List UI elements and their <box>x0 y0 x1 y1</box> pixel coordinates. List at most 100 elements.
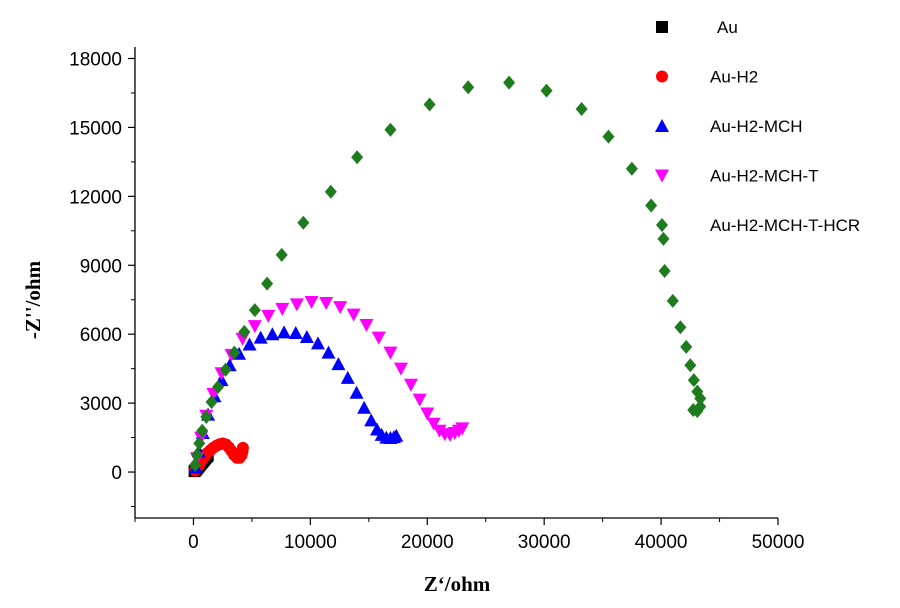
data-point <box>205 394 218 409</box>
data-point <box>393 362 408 376</box>
legend-item: Au-H2-MCH-T <box>655 167 819 186</box>
legend-item: Au <box>656 18 738 37</box>
data-point <box>658 264 671 279</box>
data-point <box>247 320 262 334</box>
legend-marker <box>655 169 669 183</box>
data-point <box>346 308 361 322</box>
series-au-h2-mch-t-hcr <box>189 75 707 473</box>
legend-marker <box>655 119 669 132</box>
y-tick-label: 9000 <box>80 256 122 277</box>
legend-label: Au-H2 <box>710 68 758 87</box>
y-tick-label: 6000 <box>80 325 122 346</box>
data-point <box>261 309 276 323</box>
legend-marker <box>656 218 668 232</box>
data-point <box>189 458 202 473</box>
data-point <box>212 380 225 395</box>
data-point <box>389 428 404 442</box>
data-point <box>319 296 334 310</box>
data-point <box>412 393 427 407</box>
legend-label: Au-H2-MCH-T <box>710 167 819 186</box>
data-point <box>236 441 249 454</box>
data-point <box>694 391 707 406</box>
x-tick-label: 20000 <box>401 532 454 553</box>
legend: Au Au-H2 Au-H2-MCH Au-H2-MCH-T Au-H2-MCH-T-H… <box>655 18 860 235</box>
legend-label: Au-H2-MCH-T-HCR <box>710 216 860 235</box>
data-point <box>349 385 364 399</box>
data-point <box>321 345 336 359</box>
data-point <box>680 339 693 354</box>
legend-item: Au-H2 <box>656 68 758 87</box>
data-point <box>265 327 280 341</box>
data-point <box>238 324 251 339</box>
x-tick-label: 50000 <box>752 532 805 553</box>
y-axis-title: -Z''/ohm <box>21 260 45 339</box>
series-au-h2-mch-t <box>189 296 470 466</box>
y-tick-label: 0 <box>111 463 122 484</box>
data-point <box>277 325 292 339</box>
data-point <box>364 413 379 427</box>
data-point <box>242 337 257 351</box>
data-point <box>340 370 355 384</box>
data-point <box>384 122 397 137</box>
data-point <box>403 378 418 392</box>
data-point <box>645 198 658 213</box>
data-point <box>288 326 303 340</box>
legend-marker <box>656 70 668 83</box>
data-point <box>219 362 232 377</box>
data-point <box>575 102 588 117</box>
data-point <box>200 409 213 424</box>
data-point <box>666 293 679 308</box>
data-point <box>196 423 209 438</box>
data-point <box>423 97 436 112</box>
data-point <box>248 303 261 318</box>
data-point <box>228 345 241 360</box>
data-point <box>684 358 697 373</box>
data-point <box>420 407 435 421</box>
data-point <box>625 161 638 176</box>
data-point <box>540 83 553 98</box>
series-au-h2-mch <box>188 325 404 474</box>
data-point <box>304 296 319 310</box>
legend-marker <box>656 21 668 33</box>
data-point <box>253 330 268 344</box>
data-point <box>687 373 700 388</box>
data-point <box>299 329 314 343</box>
data-points <box>188 75 707 478</box>
y-tick-label: 12000 <box>69 187 122 208</box>
data-point <box>275 302 290 316</box>
data-point <box>357 400 372 414</box>
data-point <box>190 447 203 462</box>
data-point <box>297 215 310 230</box>
y-tick-label: 15000 <box>69 118 122 139</box>
data-point <box>687 403 700 418</box>
data-point <box>371 331 386 345</box>
x-tick-label: 10000 <box>284 532 337 553</box>
data-point <box>193 436 206 451</box>
y-tick-label: 18000 <box>69 49 122 70</box>
data-point <box>351 150 364 165</box>
data-point <box>333 301 348 315</box>
axes: 0 10000 20000 30000 40000 50000 0 3000 6000 9000… <box>69 47 804 553</box>
data-point <box>324 184 337 199</box>
data-point <box>455 422 470 436</box>
data-point <box>261 276 274 291</box>
data-point <box>674 320 687 335</box>
legend-item: Au-H2-MCH <box>655 117 803 136</box>
data-point <box>657 231 670 246</box>
x-ticks: 0 10000 20000 30000 40000 50000 <box>134 518 805 553</box>
data-point <box>426 417 441 431</box>
x-tick-label: 0 <box>188 532 199 553</box>
data-point <box>462 80 475 95</box>
y-tick-label: 3000 <box>80 394 122 415</box>
data-point <box>310 336 325 350</box>
legend-label: Au-H2-MCH <box>710 117 803 136</box>
legend-item: Au-H2-MCH-T-HCR <box>656 216 860 235</box>
data-point <box>602 129 615 144</box>
data-point <box>289 298 304 312</box>
legend-label: Au <box>717 18 738 37</box>
data-point <box>383 346 398 360</box>
data-point <box>275 247 288 262</box>
data-point <box>359 319 374 333</box>
x-tick-label: 30000 <box>518 532 571 553</box>
